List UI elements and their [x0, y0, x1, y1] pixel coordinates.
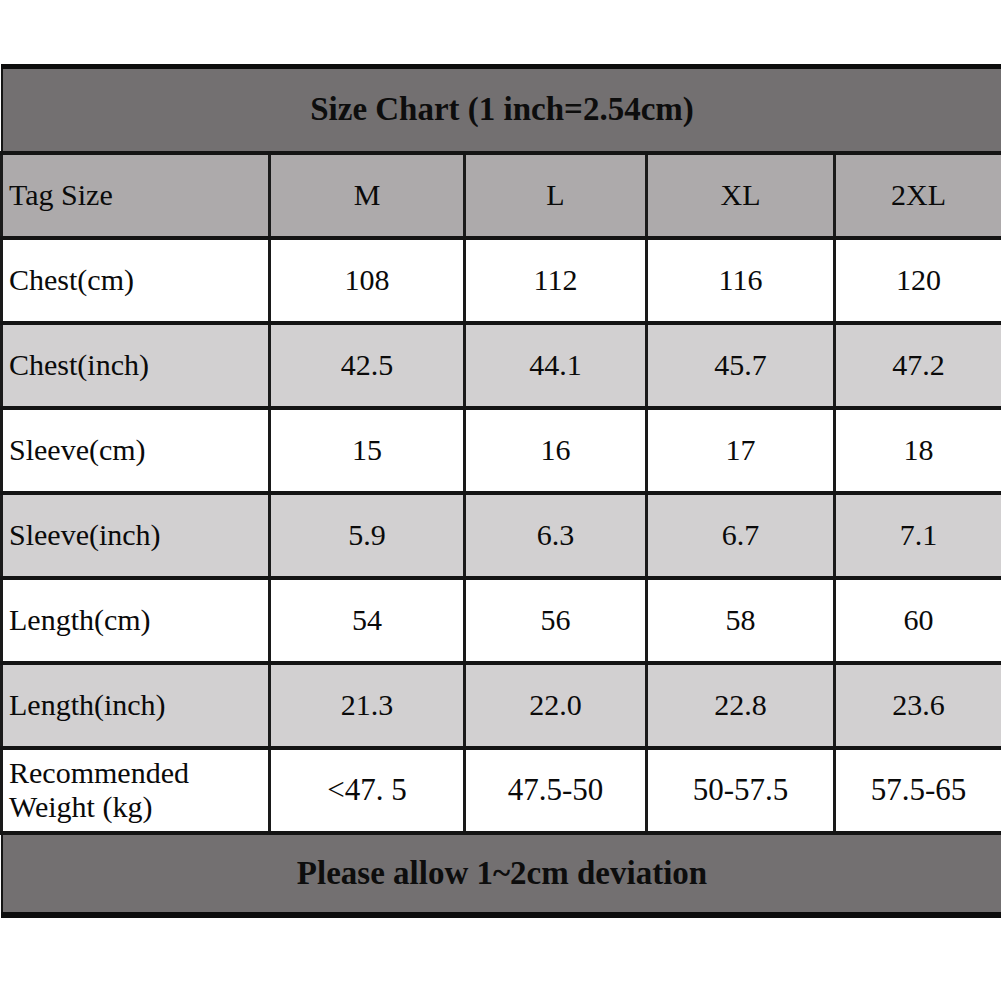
cell-value: 23.6: [835, 663, 1001, 748]
table-row-length-inch: Length(inch) 21.3 22.0 22.8 23.6: [2, 663, 1001, 748]
row-label: Sleeve(cm): [2, 408, 270, 493]
cell-value: 58: [647, 578, 835, 663]
cell-value: 60: [835, 578, 1001, 663]
table-row-recommended-weight: Recommended Weight (kg) <47. 5 47.5-50 5…: [2, 748, 1001, 833]
cell-value: 57.5-65: [835, 748, 1001, 833]
cell-value: 108: [270, 238, 465, 323]
size-column-2xl: 2XL: [835, 153, 1001, 238]
cell-value: 120: [835, 238, 1001, 323]
cell-value: 47.2: [835, 323, 1001, 408]
cell-value: 6.3: [465, 493, 647, 578]
cell-value: 21.3: [270, 663, 465, 748]
row-label: Length(cm): [2, 578, 270, 663]
table-row-chest-inch: Chest(inch) 42.5 44.1 45.7 47.2: [2, 323, 1001, 408]
cell-value: 54: [270, 578, 465, 663]
cell-value: 18: [835, 408, 1001, 493]
header-row: Tag Size M L XL 2XL: [2, 153, 1001, 238]
header-label-tag-size: Tag Size: [2, 153, 270, 238]
cell-value: 42.5: [270, 323, 465, 408]
cell-value: <47. 5: [270, 748, 465, 833]
cell-value: 6.7: [647, 493, 835, 578]
cell-value: 16: [465, 408, 647, 493]
cell-value: 116: [647, 238, 835, 323]
row-label: Recommended Weight (kg): [2, 748, 270, 833]
table-row-sleeve-cm: Sleeve(cm) 15 16 17 18: [2, 408, 1001, 493]
title-bar: Size Chart (1 inch=2.54cm): [2, 67, 1001, 153]
cell-value: 17: [647, 408, 835, 493]
chart-title: Size Chart (1 inch=2.54cm): [2, 67, 1001, 153]
cell-value: 112: [465, 238, 647, 323]
cell-value: 47.5-50: [465, 748, 647, 833]
cell-value: 50-57.5: [647, 748, 835, 833]
row-label: Sleeve(inch): [2, 493, 270, 578]
cell-value: 22.0: [465, 663, 647, 748]
deviation-note: Please allow 1~2cm deviation: [2, 833, 1001, 915]
size-chart-table: Size Chart (1 inch=2.54cm) Tag Size M L …: [0, 64, 1001, 918]
size-column-xl: XL: [647, 153, 835, 238]
table-row-length-cm: Length(cm) 54 56 58 60: [2, 578, 1001, 663]
cell-value: 44.1: [465, 323, 647, 408]
size-column-m: M: [270, 153, 465, 238]
row-label: Length(inch): [2, 663, 270, 748]
size-chart-image: Size Chart (1 inch=2.54cm) Tag Size M L …: [0, 0, 1001, 1001]
table-row-sleeve-inch: Sleeve(inch) 5.9 6.3 6.7 7.1: [2, 493, 1001, 578]
cell-value: 15: [270, 408, 465, 493]
row-label: Chest(cm): [2, 238, 270, 323]
cell-value: 5.9: [270, 493, 465, 578]
cell-value: 56: [465, 578, 647, 663]
footer-bar: Please allow 1~2cm deviation: [2, 833, 1001, 915]
cell-value: 7.1: [835, 493, 1001, 578]
cell-value: 45.7: [647, 323, 835, 408]
size-column-l: L: [465, 153, 647, 238]
row-label: Chest(inch): [2, 323, 270, 408]
table-row-chest-cm: Chest(cm) 108 112 116 120: [2, 238, 1001, 323]
cell-value: 22.8: [647, 663, 835, 748]
